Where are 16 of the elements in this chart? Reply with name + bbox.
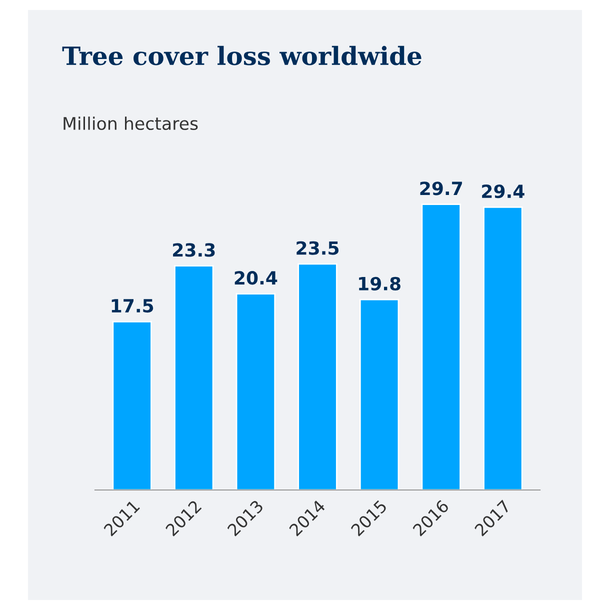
chart-title: Tree cover loss worldwide	[62, 46, 422, 66]
bar	[421, 204, 461, 490]
bar	[174, 265, 214, 490]
y-axis-title: Million hectares	[64, 116, 198, 130]
data-label: 29.7	[420, 182, 462, 196]
data-label: 19.8	[359, 276, 400, 290]
data-label: 29.4	[482, 184, 524, 198]
bar	[483, 206, 523, 490]
bar	[112, 320, 152, 490]
data-label: 23.3	[173, 243, 215, 257]
bar	[359, 298, 400, 490]
data-label: 17.5	[112, 299, 154, 313]
bar	[298, 263, 338, 490]
data-label: 23.5	[296, 241, 339, 255]
data-label: 20.4	[234, 271, 278, 285]
bar	[236, 293, 276, 490]
